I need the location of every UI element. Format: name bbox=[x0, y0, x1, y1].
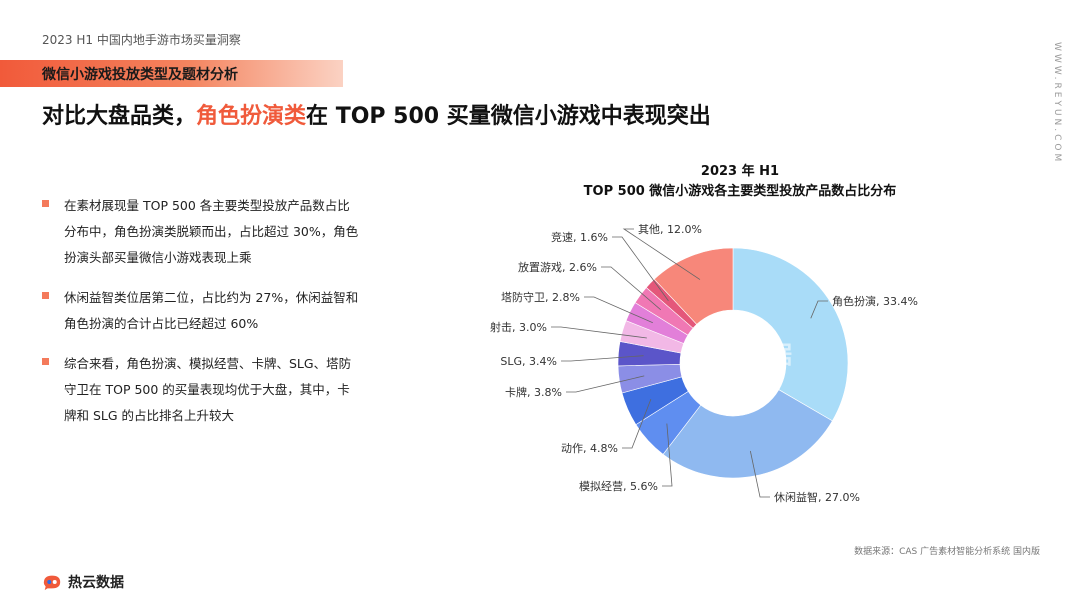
headline: 对比大盘品类，角色扮演类在 TOP 500 买量微信小游戏中表现突出 bbox=[42, 98, 711, 130]
headline-suffix: 在 TOP 500 买量微信小游戏中表现突出 bbox=[306, 104, 711, 129]
slice-其他 bbox=[653, 247, 734, 325]
bullet-item: 综合来看，角色扮演、模拟经营、卡牌、SLG、塔防守卫在 TOP 500 的买量表… bbox=[42, 351, 362, 429]
report-label: 2023 H1 中国内地手游市场买量洞察 bbox=[42, 33, 241, 47]
data-label-动作: 动作, 4.8% bbox=[561, 442, 618, 455]
logo-text: 热云数据 bbox=[68, 575, 124, 591]
leader-line-SLG bbox=[561, 355, 644, 362]
data-label-模拟经营: 模拟经营, 5.6% bbox=[579, 479, 658, 493]
data-label-竞速: 竞速, 1.6% bbox=[551, 230, 608, 244]
bullet-item: 休闲益智类位居第二位，占比约为 27%，休闲益智和角色扮演的合计占比已经超过 6… bbox=[42, 285, 362, 337]
leader-line-卡牌 bbox=[566, 375, 645, 393]
side-brand-url: WWW.REYUN.COM bbox=[1052, 42, 1062, 165]
brand-logo: 热云数据 bbox=[42, 572, 124, 592]
donut-svg: 角色扮演, 33.4% 休闲益智, 27.0% 模拟经营, 5.6% 动作, 4.8%… bbox=[490, 223, 918, 504]
section-title-bar bbox=[0, 60, 343, 87]
data-label-其他: 其他, 12.0% bbox=[638, 223, 702, 236]
leader-line-竞速 bbox=[612, 236, 669, 302]
data-label-射击: 射击, 3.0% bbox=[490, 320, 547, 334]
leader-line-动作 bbox=[622, 398, 652, 449]
bullet-text: 在素材展现量 TOP 500 各主要类型投放产品数占比分布中，角色扮演类脱颖而出… bbox=[64, 198, 359, 265]
bullet-marker-icon bbox=[42, 292, 49, 299]
slice-休闲益智 bbox=[662, 389, 833, 479]
headline-prefix: 对比大盘品类， bbox=[42, 104, 197, 129]
data-label-放置游戏: 放置游戏, 2.6% bbox=[518, 260, 597, 274]
bullet-marker-icon bbox=[42, 200, 49, 207]
slice-角色扮演 bbox=[732, 247, 849, 422]
leader-line-塔防守卫 bbox=[584, 296, 653, 324]
data-label-塔防守卫: 塔防守卫, 2.8% bbox=[501, 290, 580, 304]
leader-line-休闲益智 bbox=[749, 450, 770, 498]
leader-line-模拟经营 bbox=[662, 423, 673, 487]
bullet-item: 在素材展现量 TOP 500 各主要类型投放产品数占比分布中，角色扮演类脱颖而出… bbox=[42, 193, 362, 271]
headline-highlight: 角色扮演类 bbox=[196, 104, 307, 129]
watermark-text: 热云数据 bbox=[690, 341, 794, 369]
leader-line-其他 bbox=[622, 228, 701, 280]
leader-line-射击 bbox=[551, 326, 647, 339]
bullet-list: 在素材展现量 TOP 500 各主要类型投放产品数占比分布中，角色扮演类脱颖而出… bbox=[42, 193, 362, 443]
donut-chart: 2023 年 H1 TOP 500 微信小游戏各主要类型投放产品数占比分布 角色… bbox=[440, 150, 1040, 530]
reyun-logo-icon bbox=[43, 575, 61, 591]
data-label-休闲益智: 休闲益智, 27.0% bbox=[774, 490, 860, 504]
section-title: 微信小游戏投放类型及题材分析 bbox=[42, 67, 238, 83]
data-source: 数据来源：CAS 广告素材智能分析系统 国内版 bbox=[854, 547, 1040, 557]
data-label-SLG: SLG, 3.4% bbox=[500, 355, 557, 368]
data-label-角色扮演: 角色扮演, 33.4% bbox=[832, 294, 918, 308]
chart-title: 2023 年 H1 bbox=[700, 164, 780, 179]
bullet-text: 综合来看，角色扮演、模拟经营、卡牌、SLG、塔防守卫在 TOP 500 的买量表… bbox=[64, 356, 352, 423]
leader-line-放置游戏 bbox=[601, 266, 662, 311]
leader-line-角色扮演 bbox=[810, 300, 828, 319]
data-label-卡牌: 卡牌, 3.8% bbox=[505, 385, 562, 399]
chart-subtitle: TOP 500 微信小游戏各主要类型投放产品数占比分布 bbox=[583, 184, 897, 199]
bullet-text: 休闲益智类位居第二位，占比约为 27%，休闲益智和角色扮演的合计占比已经超过 6… bbox=[64, 290, 359, 331]
bullet-marker-icon bbox=[42, 358, 49, 365]
